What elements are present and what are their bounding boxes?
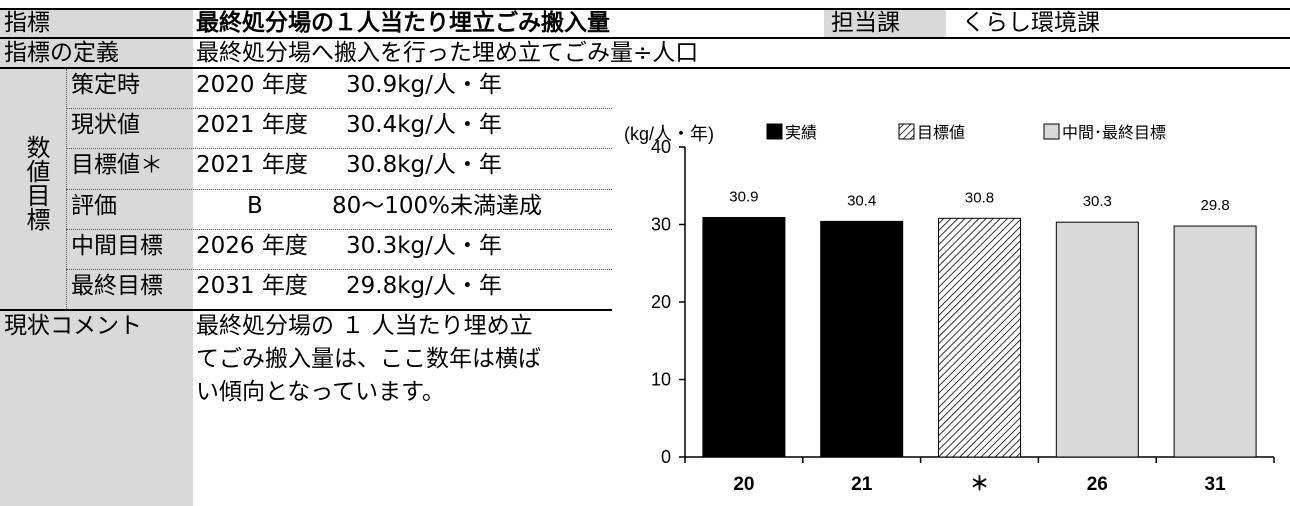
- row-value: 30.3kg/人・年: [346, 233, 502, 259]
- comment-label: 現状コメント: [4, 313, 142, 339]
- row-label: 評価: [71, 193, 117, 219]
- definition-value: 最終処分場へ搬入を行った埋め立てごみ量÷人口: [196, 40, 699, 66]
- legend-label: 中間･最終目標: [1062, 124, 1166, 142]
- data-label: 29.8: [1200, 197, 1229, 214]
- bar: [702, 217, 786, 458]
- legend-label: 目標値: [917, 124, 965, 142]
- y-tick-label: 30: [651, 215, 671, 235]
- row-value: 30.9kg/人・年: [346, 72, 502, 98]
- comment-line: い傾向となっています。: [196, 379, 445, 405]
- data-label: 30.4: [847, 192, 876, 209]
- legend-swatch: [898, 123, 915, 140]
- row-value: 30.8kg/人・年: [346, 152, 502, 178]
- row-value: 30.4kg/人・年: [346, 112, 502, 138]
- data-label: 30.3: [1083, 193, 1112, 210]
- department-label: 担当課: [831, 10, 900, 36]
- comment-line: 最終処分場の １ 人当たり埋め立: [196, 313, 533, 339]
- y-tick-label: 40: [651, 137, 671, 157]
- row-year: 2026 年度: [196, 233, 308, 259]
- y-axis-label: (kg/人・年): [624, 124, 714, 144]
- x-tick-label: ＊: [970, 474, 989, 495]
- bar-chart: (kg/人・年) 0 10 20 30 40 30.9 20 30.4 21 30.8 ＊ 30.3 2…: [624, 123, 1275, 495]
- row-label: 最終目標: [71, 273, 163, 299]
- indicator-label-cell: [0, 10, 193, 37]
- row-label: 目標値＊: [71, 152, 163, 178]
- data-label: 30.9: [729, 189, 758, 206]
- y-tick-label: 0: [661, 447, 671, 467]
- y-tick-label: 20: [651, 292, 671, 312]
- bar: [938, 217, 1021, 458]
- legend-swatch: [766, 123, 783, 140]
- bar: [1055, 221, 1139, 458]
- row-label: 現状値: [71, 112, 140, 138]
- definition-label: 指標の定義: [4, 40, 119, 66]
- row-label: 中間目標: [71, 233, 163, 259]
- indicator-title: 最終処分場の１人当たり埋立ごみ搬入量: [196, 10, 610, 36]
- row-label: 策定時: [71, 72, 140, 98]
- department-value: くらし環境課: [962, 10, 1100, 36]
- x-tick-label: 20: [733, 474, 754, 495]
- y-tick-label: 10: [651, 370, 671, 390]
- comment-line: てごみ搬入量は、ここ数年は横ば: [196, 346, 541, 372]
- row-year: 2021 年度: [196, 152, 308, 178]
- x-tick-label: 21: [851, 474, 873, 495]
- row-year: 2020 年度: [196, 72, 308, 98]
- bar: [1173, 225, 1257, 458]
- row-grade: B: [247, 193, 263, 219]
- legend-label: 実績: [785, 124, 817, 142]
- bar: [820, 220, 904, 458]
- definition-label-cell: [0, 39, 193, 67]
- comment-label-cell: [0, 311, 193, 506]
- x-tick-label: 26: [1087, 474, 1108, 495]
- indicator-label: 指標: [4, 10, 50, 36]
- legend-swatch: [1043, 123, 1060, 140]
- row-year: 2021 年度: [196, 112, 308, 138]
- row-year: 2031 年度: [196, 273, 308, 299]
- x-tick-label: 31: [1205, 474, 1227, 495]
- data-label: 30.8: [965, 189, 994, 206]
- row-value: 80～100%未満達成: [332, 193, 543, 219]
- department-label-cell: [824, 10, 946, 37]
- row-value: 29.8kg/人・年: [346, 273, 502, 299]
- numeric-section-label: 数値目標: [22, 135, 50, 231]
